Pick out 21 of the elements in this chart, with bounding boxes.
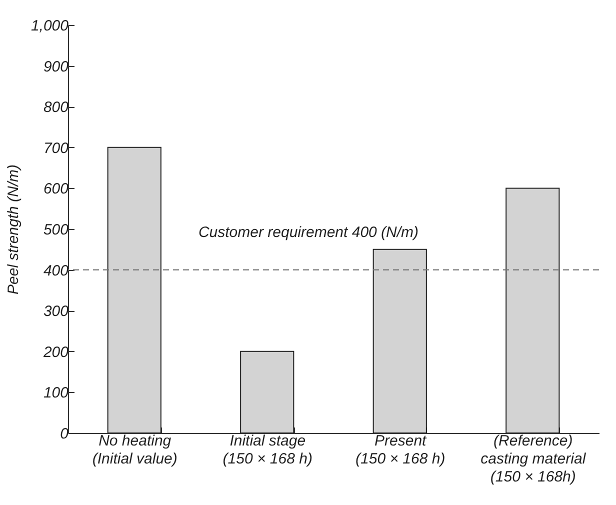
bar xyxy=(372,248,427,434)
y-tick-label: 200 xyxy=(42,344,70,361)
y-tick-label: 400 xyxy=(43,262,70,280)
y-tick-label: 700 xyxy=(43,140,70,157)
y-axis-title: Peel strength (N/m) xyxy=(4,164,22,295)
x-tick-label: No heating (Initial value) xyxy=(92,432,178,468)
bar xyxy=(506,188,560,434)
y-tick-label: 900 xyxy=(43,58,70,76)
ref-line-label: Customer requirement 400 (N/m) xyxy=(198,224,419,241)
y-tick-label: 600 xyxy=(43,180,70,198)
y-tick-label: 1,000 xyxy=(30,18,70,34)
y-tick-label: 500 xyxy=(43,222,70,238)
x-tick-label: (Reference) casting material (150 × 168h) xyxy=(480,432,586,486)
y-tick-label: 0 xyxy=(60,426,70,442)
x-tick-label: Initial stage (150 × 168 h) xyxy=(222,432,312,468)
y-tick-label: 100 xyxy=(43,384,70,402)
bar xyxy=(107,146,162,434)
y-tick-label: 800 xyxy=(43,99,70,116)
y-tick-label: 300 xyxy=(43,303,70,320)
x-tick-label: Present (150 × 168 h) xyxy=(356,432,446,468)
bar xyxy=(240,350,294,434)
